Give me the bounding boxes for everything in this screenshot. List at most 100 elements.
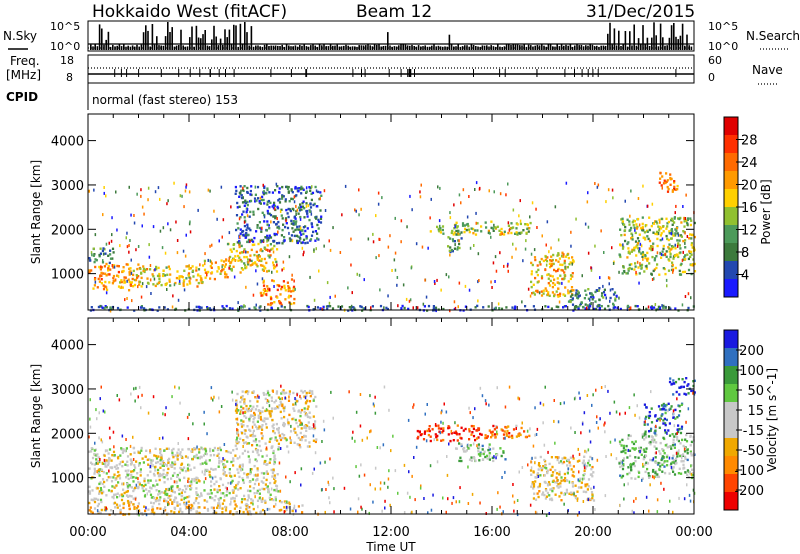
data-cell	[689, 444, 692, 447]
data-cell	[210, 492, 213, 495]
data-cell	[276, 205, 279, 209]
data-cell	[146, 474, 149, 477]
data-cell	[510, 222, 513, 225]
data-cell	[586, 483, 589, 486]
data-cell	[299, 237, 302, 240]
data-cell	[650, 306, 653, 309]
data-cell	[158, 492, 161, 495]
data-cell	[333, 510, 335, 514]
data-cell	[288, 208, 291, 211]
y-tick-label: 1000	[51, 268, 84, 283]
data-cell	[99, 304, 102, 308]
data-cell	[677, 255, 680, 259]
data-cell	[669, 173, 672, 176]
data-cell	[245, 255, 248, 259]
data-cell	[235, 438, 238, 442]
data-cell	[120, 447, 123, 450]
data-cell	[566, 472, 569, 475]
data-cell	[678, 467, 681, 470]
data-cell	[154, 499, 157, 503]
data-cell	[268, 461, 271, 464]
data-cell	[264, 501, 267, 504]
data-cell	[88, 492, 92, 495]
data-cell	[132, 273, 135, 277]
data-cell	[259, 249, 262, 252]
data-cell	[213, 395, 215, 399]
data-cell	[167, 447, 170, 450]
data-cell	[313, 423, 316, 426]
data-cell	[100, 271, 103, 275]
data-cell	[114, 513, 117, 516]
data-cell	[222, 268, 225, 271]
data-cell	[464, 227, 467, 231]
data-cell	[102, 252, 105, 256]
data-cell	[93, 452, 96, 456]
data-cell	[281, 197, 284, 200]
data-cell	[671, 467, 674, 470]
nave-label: Nave	[752, 63, 783, 77]
data-cell	[102, 490, 105, 494]
data-cell	[225, 304, 228, 308]
data-cell	[217, 267, 220, 270]
data-cell	[475, 181, 478, 185]
data-cell	[602, 284, 604, 288]
data-cell	[95, 408, 97, 412]
data-cell	[434, 423, 437, 426]
data-cell	[123, 276, 126, 279]
data-cell	[165, 464, 169, 467]
data-cell	[574, 294, 577, 297]
data-cell	[270, 410, 273, 413]
data-cell	[167, 222, 169, 226]
data-cell	[310, 234, 314, 237]
data-cell	[623, 270, 626, 274]
data-cell	[274, 436, 277, 439]
data-cell	[275, 485, 279, 488]
data-cell	[359, 305, 362, 308]
data-cell	[162, 226, 165, 230]
data-cell	[508, 432, 511, 435]
data-cell	[622, 265, 625, 268]
data-cell	[266, 285, 269, 288]
data-cell	[249, 239, 251, 243]
data-cell	[126, 460, 129, 463]
data-cell	[116, 274, 119, 277]
nsky-bar	[523, 44, 525, 50]
data-cell	[659, 462, 662, 465]
data-cell	[659, 238, 662, 242]
data-cell	[197, 281, 200, 285]
data-cell	[124, 298, 126, 302]
data-cell	[99, 268, 102, 271]
data-cell	[99, 487, 102, 490]
data-cell	[166, 288, 168, 291]
data-cell	[130, 461, 133, 464]
data-cell	[647, 472, 650, 475]
data-cell	[551, 474, 554, 477]
data-cell	[466, 222, 469, 226]
data-cell	[549, 274, 552, 277]
data-cell	[680, 403, 683, 406]
data-cell	[587, 307, 590, 311]
data-cell	[620, 460, 623, 463]
data-cell	[653, 445, 656, 448]
data-cell	[183, 288, 186, 292]
data-cell	[196, 274, 200, 277]
nsky-bar	[365, 45, 367, 50]
data-cell	[674, 408, 677, 412]
data-cell	[637, 240, 641, 243]
nsky-bar	[512, 44, 514, 50]
data-cell	[165, 266, 168, 269]
data-cell	[612, 302, 615, 306]
data-cell	[195, 278, 198, 282]
data-cell	[301, 511, 304, 514]
data-cell	[682, 463, 685, 467]
data-cell	[550, 497, 553, 500]
nsky-bar	[593, 46, 596, 50]
data-cell	[231, 259, 234, 262]
data-cell	[256, 257, 259, 260]
data-cell	[308, 391, 311, 394]
data-cell	[455, 233, 458, 236]
data-cell	[396, 283, 398, 287]
data-cell	[276, 296, 279, 299]
data-cell	[437, 185, 439, 189]
data-cell	[251, 263, 254, 266]
